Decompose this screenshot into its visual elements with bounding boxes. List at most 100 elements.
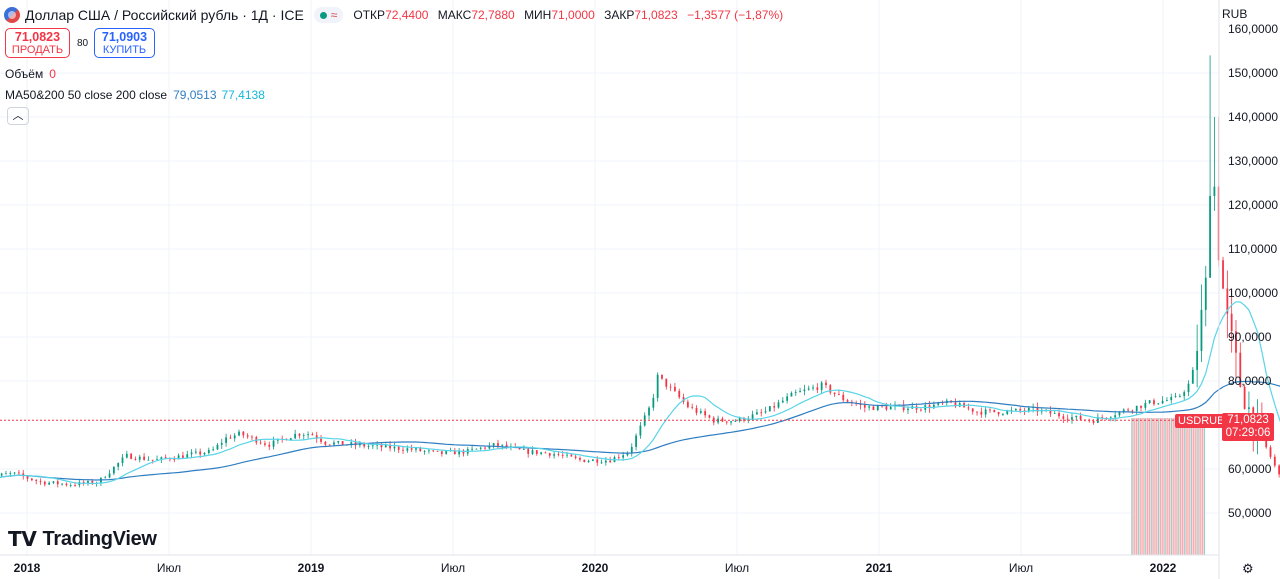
candle xyxy=(794,389,797,396)
candle xyxy=(307,431,309,439)
buy-label: КУПИТЬ xyxy=(102,44,147,56)
candle xyxy=(730,420,732,426)
chart-header: Доллар США / Российский рубль · 1Д · ICE… xyxy=(4,6,789,24)
x-tick-label: 2019 xyxy=(298,561,325,575)
candle xyxy=(600,459,603,464)
candle xyxy=(1222,256,1224,290)
candle xyxy=(1101,414,1104,421)
candle xyxy=(233,433,236,442)
candle xyxy=(639,421,642,439)
candle xyxy=(48,481,51,486)
candle xyxy=(980,407,983,418)
candle xyxy=(100,477,102,487)
candle xyxy=(186,450,189,458)
candle xyxy=(402,446,404,454)
candle xyxy=(889,403,892,410)
candle xyxy=(458,448,461,458)
candle xyxy=(423,450,426,455)
candle xyxy=(838,389,840,396)
volume-legend[interactable]: Объём 0 xyxy=(5,67,56,81)
candle xyxy=(768,405,771,412)
symbol-title[interactable]: Доллар США / Российский рубль · 1Д · ICE xyxy=(25,7,304,23)
candle xyxy=(95,481,98,487)
candle xyxy=(5,470,7,475)
candle xyxy=(393,442,396,452)
y-tick-label: 140,0000 xyxy=(1228,110,1278,124)
open-label: ОТКР xyxy=(353,8,386,22)
candle xyxy=(579,456,581,462)
candle xyxy=(868,404,871,411)
candle xyxy=(0,472,3,477)
candle xyxy=(976,411,978,416)
candle xyxy=(1226,270,1229,339)
candle xyxy=(708,414,711,419)
candle xyxy=(872,405,875,411)
candle xyxy=(1153,398,1155,406)
candle xyxy=(920,408,922,412)
ma200-value: 77,4138 xyxy=(221,88,265,102)
settings-gear-icon[interactable]: ⚙ xyxy=(1242,561,1254,576)
volume-profile-bars xyxy=(1131,418,1206,555)
candle xyxy=(52,481,55,485)
candle xyxy=(816,383,819,394)
x-tick-label: Июл xyxy=(441,561,465,575)
candle xyxy=(661,374,663,380)
sell-button[interactable]: 71,0823 ПРОДАТЬ xyxy=(5,28,70,58)
candle xyxy=(928,400,931,413)
candle xyxy=(1235,320,1237,378)
candle xyxy=(475,448,478,450)
candle xyxy=(1174,392,1177,398)
collapse-legend-button[interactable]: ︿ xyxy=(7,107,29,125)
candle xyxy=(643,412,646,427)
candle xyxy=(583,459,586,463)
candle xyxy=(803,384,806,396)
candle xyxy=(56,478,59,488)
candle xyxy=(1178,393,1181,398)
candle xyxy=(652,393,655,411)
candle xyxy=(1273,454,1276,468)
candle xyxy=(1278,464,1280,478)
candle xyxy=(674,382,676,392)
candle xyxy=(859,399,862,410)
candle xyxy=(570,454,573,457)
candle xyxy=(1248,391,1250,414)
ma200-line xyxy=(0,380,1280,481)
candle xyxy=(337,440,340,445)
volume-value: 0 xyxy=(49,67,56,81)
candle xyxy=(540,451,543,456)
low-value: 71,0000 xyxy=(551,8,595,22)
candle xyxy=(134,456,137,461)
candle xyxy=(294,429,297,440)
candle xyxy=(553,450,555,459)
candle xyxy=(764,406,767,414)
candle xyxy=(1122,408,1125,414)
tradingview-logo[interactable]: 𝗧𝗩 TradingView xyxy=(8,527,157,552)
ma-legend[interactable]: MA50&200 50 close 200 close 79,0513 77,413… xyxy=(5,88,265,102)
candle xyxy=(302,433,305,441)
candle xyxy=(721,416,724,423)
y-tick-label: 60,0000 xyxy=(1228,462,1272,476)
last-price-value: 71,0823 xyxy=(1227,414,1269,426)
close-label: ЗАКР xyxy=(604,8,635,22)
candle xyxy=(760,408,763,417)
candle xyxy=(251,435,253,441)
candle xyxy=(717,415,719,425)
candle xyxy=(462,449,465,457)
buy-price: 71,0903 xyxy=(101,30,148,44)
candle xyxy=(656,372,659,402)
candle xyxy=(173,456,176,463)
candle xyxy=(1209,55,1211,278)
currency-label[interactable]: RUB xyxy=(1222,7,1248,21)
candle xyxy=(535,450,538,456)
y-tick-label: 50,0000 xyxy=(1228,506,1272,520)
candle xyxy=(829,383,832,395)
buy-button[interactable]: 71,0903 КУПИТЬ xyxy=(94,28,155,58)
candle xyxy=(108,469,111,479)
y-tick-label: 90,0000 xyxy=(1228,330,1272,344)
candle xyxy=(497,439,499,449)
candle xyxy=(648,406,650,420)
candle xyxy=(43,480,46,487)
market-status-pill[interactable]: ≈ xyxy=(313,7,344,23)
candle xyxy=(65,482,68,487)
